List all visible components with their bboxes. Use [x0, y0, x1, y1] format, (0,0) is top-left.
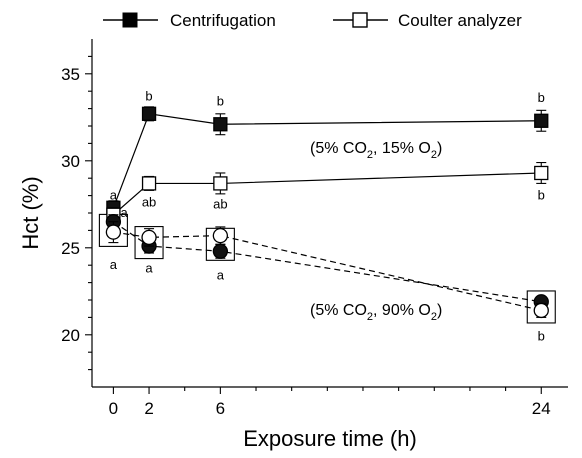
significance-label: b — [538, 90, 545, 105]
significance-label: a — [110, 188, 118, 203]
data-point-square — [213, 117, 228, 132]
data-point-circle — [141, 229, 157, 246]
x-axis-title: Exposure time (h) — [243, 426, 417, 451]
legend-label-centrifugation: Centrifugation — [170, 11, 276, 30]
data-point-square — [141, 106, 157, 121]
cond90-mid: , 90% O — [373, 302, 431, 319]
cond15-post: ) — [437, 140, 442, 157]
condition-label-15-o2: (5% CO2, 15% O2) — [310, 140, 442, 161]
cond15-mid: , 15% O — [373, 140, 431, 157]
cond15-sub1: 2 — [367, 149, 373, 161]
series-line-3 — [113, 231, 542, 312]
data-point-circle — [533, 302, 549, 319]
significance-label: b — [538, 188, 545, 203]
significance-label: a — [110, 257, 118, 272]
cond90-post: ) — [437, 302, 442, 319]
cond15-pre: (5% CO — [310, 140, 367, 157]
y-tick-label: 25 — [61, 239, 80, 258]
x-tick-label: 24 — [532, 399, 551, 418]
cond90-sub2: 2 — [431, 311, 437, 323]
series-layer — [105, 106, 549, 319]
data-point-square — [534, 165, 549, 181]
cond90-pre: (5% CO — [310, 302, 367, 319]
data-point-square — [213, 176, 228, 191]
series-line-0 — [112, 113, 542, 208]
significance-label: a — [217, 268, 225, 283]
significance-label: b — [217, 94, 224, 109]
legend-marker-coulter — [352, 12, 368, 28]
condition-label-90-o2: (5% CO2, 90% O2) — [310, 302, 442, 323]
series-line-1 — [112, 172, 542, 216]
data-point-circle — [212, 227, 229, 244]
data-point-circle — [105, 224, 122, 240]
x-ticks: 0 2 6 24 — [109, 387, 551, 418]
significance-label: b — [538, 329, 545, 344]
y-axis-title: Hct (%) — [18, 176, 43, 249]
legend: Centrifugation Coulter analyzer — [103, 11, 522, 30]
significance-label: a — [145, 261, 153, 276]
x-tick-label: 2 — [144, 399, 153, 418]
data-point-square — [141, 176, 157, 191]
significance-label: ab — [213, 196, 227, 211]
series-line-2 — [113, 221, 542, 303]
cond15-sub2: 2 — [431, 149, 437, 161]
data-point-circle — [212, 243, 229, 259]
y-tick-label: 20 — [61, 326, 80, 345]
highlight-box — [134, 226, 164, 260]
x-tick-label: 6 — [216, 399, 225, 418]
significance-label: b — [145, 88, 152, 103]
legend-label-coulter: Coulter analyzer — [398, 11, 522, 30]
data-point-square — [534, 113, 549, 128]
y-tick-label: 35 — [61, 65, 80, 84]
cond90-sub1: 2 — [367, 311, 373, 323]
legend-marker-centrifugation — [122, 12, 138, 28]
x-tick-label: 0 — [109, 399, 118, 418]
significance-label: ab — [142, 195, 156, 210]
y-tick-label: 30 — [61, 152, 80, 171]
significance-label: a — [120, 205, 128, 220]
y-ticks: 20 25 30 35 — [61, 55, 92, 371]
